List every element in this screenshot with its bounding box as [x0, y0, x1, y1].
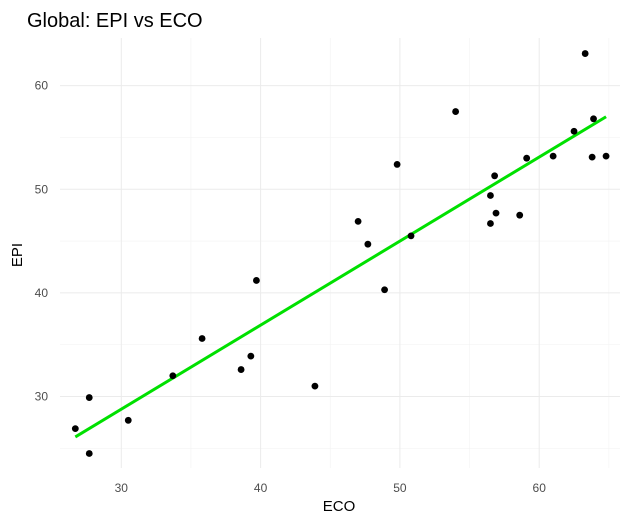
data-point [492, 209, 500, 217]
y-tick-labels: 30 40 50 60 [35, 79, 49, 404]
data-point [549, 152, 557, 160]
data-point [247, 352, 255, 360]
y-tick-label: 50 [35, 182, 49, 196]
data-point [570, 127, 578, 135]
fit-line [74, 115, 607, 439]
grid [60, 38, 620, 468]
data-point [124, 416, 132, 424]
data-point [237, 366, 245, 373]
data-point [71, 425, 79, 433]
x-tick-label: 50 [393, 481, 407, 495]
data-point [523, 154, 531, 162]
data-point [198, 335, 206, 342]
data-point [253, 277, 260, 284]
data-point [85, 394, 93, 401]
data-point [407, 232, 415, 240]
data-point [581, 50, 589, 57]
points-group [71, 50, 610, 457]
data-point [590, 115, 597, 123]
y-tick-label: 30 [35, 390, 49, 404]
data-point [381, 286, 388, 294]
data-point [487, 220, 494, 227]
data-point [169, 372, 177, 380]
x-axis-title: ECO [323, 498, 356, 515]
data-point [85, 450, 93, 457]
data-point [452, 108, 460, 115]
data-point [516, 211, 524, 219]
x-tick-label: 60 [533, 481, 547, 495]
data-point [602, 152, 610, 160]
data-point [393, 161, 401, 168]
data-point [354, 217, 362, 225]
x-tick-labels: 30 40 50 60 [115, 481, 547, 495]
data-point [311, 382, 319, 390]
x-tick-label: 30 [115, 481, 129, 495]
data-point [588, 153, 596, 161]
y-tick-label: 40 [35, 286, 49, 300]
data-point [491, 172, 499, 180]
data-point [487, 192, 494, 199]
data-point [364, 240, 372, 248]
y-axis-title: EPI [9, 243, 26, 267]
chart-title: Global: EPI vs ECO [27, 10, 203, 32]
fit-line-group [74, 115, 607, 439]
y-tick-label: 60 [35, 79, 49, 93]
x-tick-label: 40 [254, 481, 268, 495]
